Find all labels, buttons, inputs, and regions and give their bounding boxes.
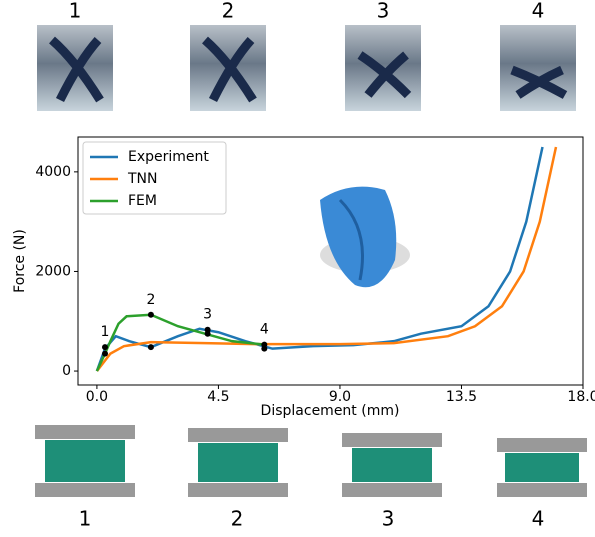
x-tick-label: 13.5 xyxy=(446,389,477,405)
stage-point xyxy=(261,346,267,352)
y-tick-label: 2000 xyxy=(35,263,71,279)
y-tick-label: 0 xyxy=(62,363,71,379)
panel-label: 4 xyxy=(532,507,545,531)
panel-label: 3 xyxy=(377,0,390,23)
panel-label: 1 xyxy=(79,507,92,531)
panel-label: 2 xyxy=(231,507,244,531)
y-axis-label: Force (N) xyxy=(12,229,28,293)
x-axis-label: Displacement (mm) xyxy=(261,403,400,419)
stage-label: 4 xyxy=(260,322,269,338)
panel-label: 1 xyxy=(69,0,82,23)
y-tick-label: 4000 xyxy=(35,164,71,180)
photos xyxy=(37,25,576,111)
legend-label: TNN xyxy=(127,171,158,187)
figure: Displacement (mm) Force (N) 1 2 3 4 1 2 3 4 0.0 4… xyxy=(0,0,595,533)
panel-label: 4 xyxy=(532,0,545,23)
stage-point xyxy=(205,331,211,337)
panel-label: 2 xyxy=(222,0,235,23)
stage-label: 1 xyxy=(101,324,110,340)
stage-point xyxy=(102,344,108,350)
x-tick-label: 18.0 xyxy=(567,389,595,405)
legend-label: Experiment xyxy=(128,149,209,165)
stage-label: 2 xyxy=(146,292,155,308)
stage-point xyxy=(102,351,108,357)
stage-label: 3 xyxy=(203,307,212,323)
shape-render xyxy=(320,187,410,288)
x-tick-label: 0.0 xyxy=(86,389,108,405)
stage-point xyxy=(148,312,154,318)
stage-point xyxy=(148,344,154,350)
x-tick-label: 4.5 xyxy=(207,389,229,405)
x-tick-label: 9.0 xyxy=(329,389,351,405)
fem-images xyxy=(35,425,587,497)
panel-label: 3 xyxy=(382,507,395,531)
legend-label: FEM xyxy=(128,193,157,209)
